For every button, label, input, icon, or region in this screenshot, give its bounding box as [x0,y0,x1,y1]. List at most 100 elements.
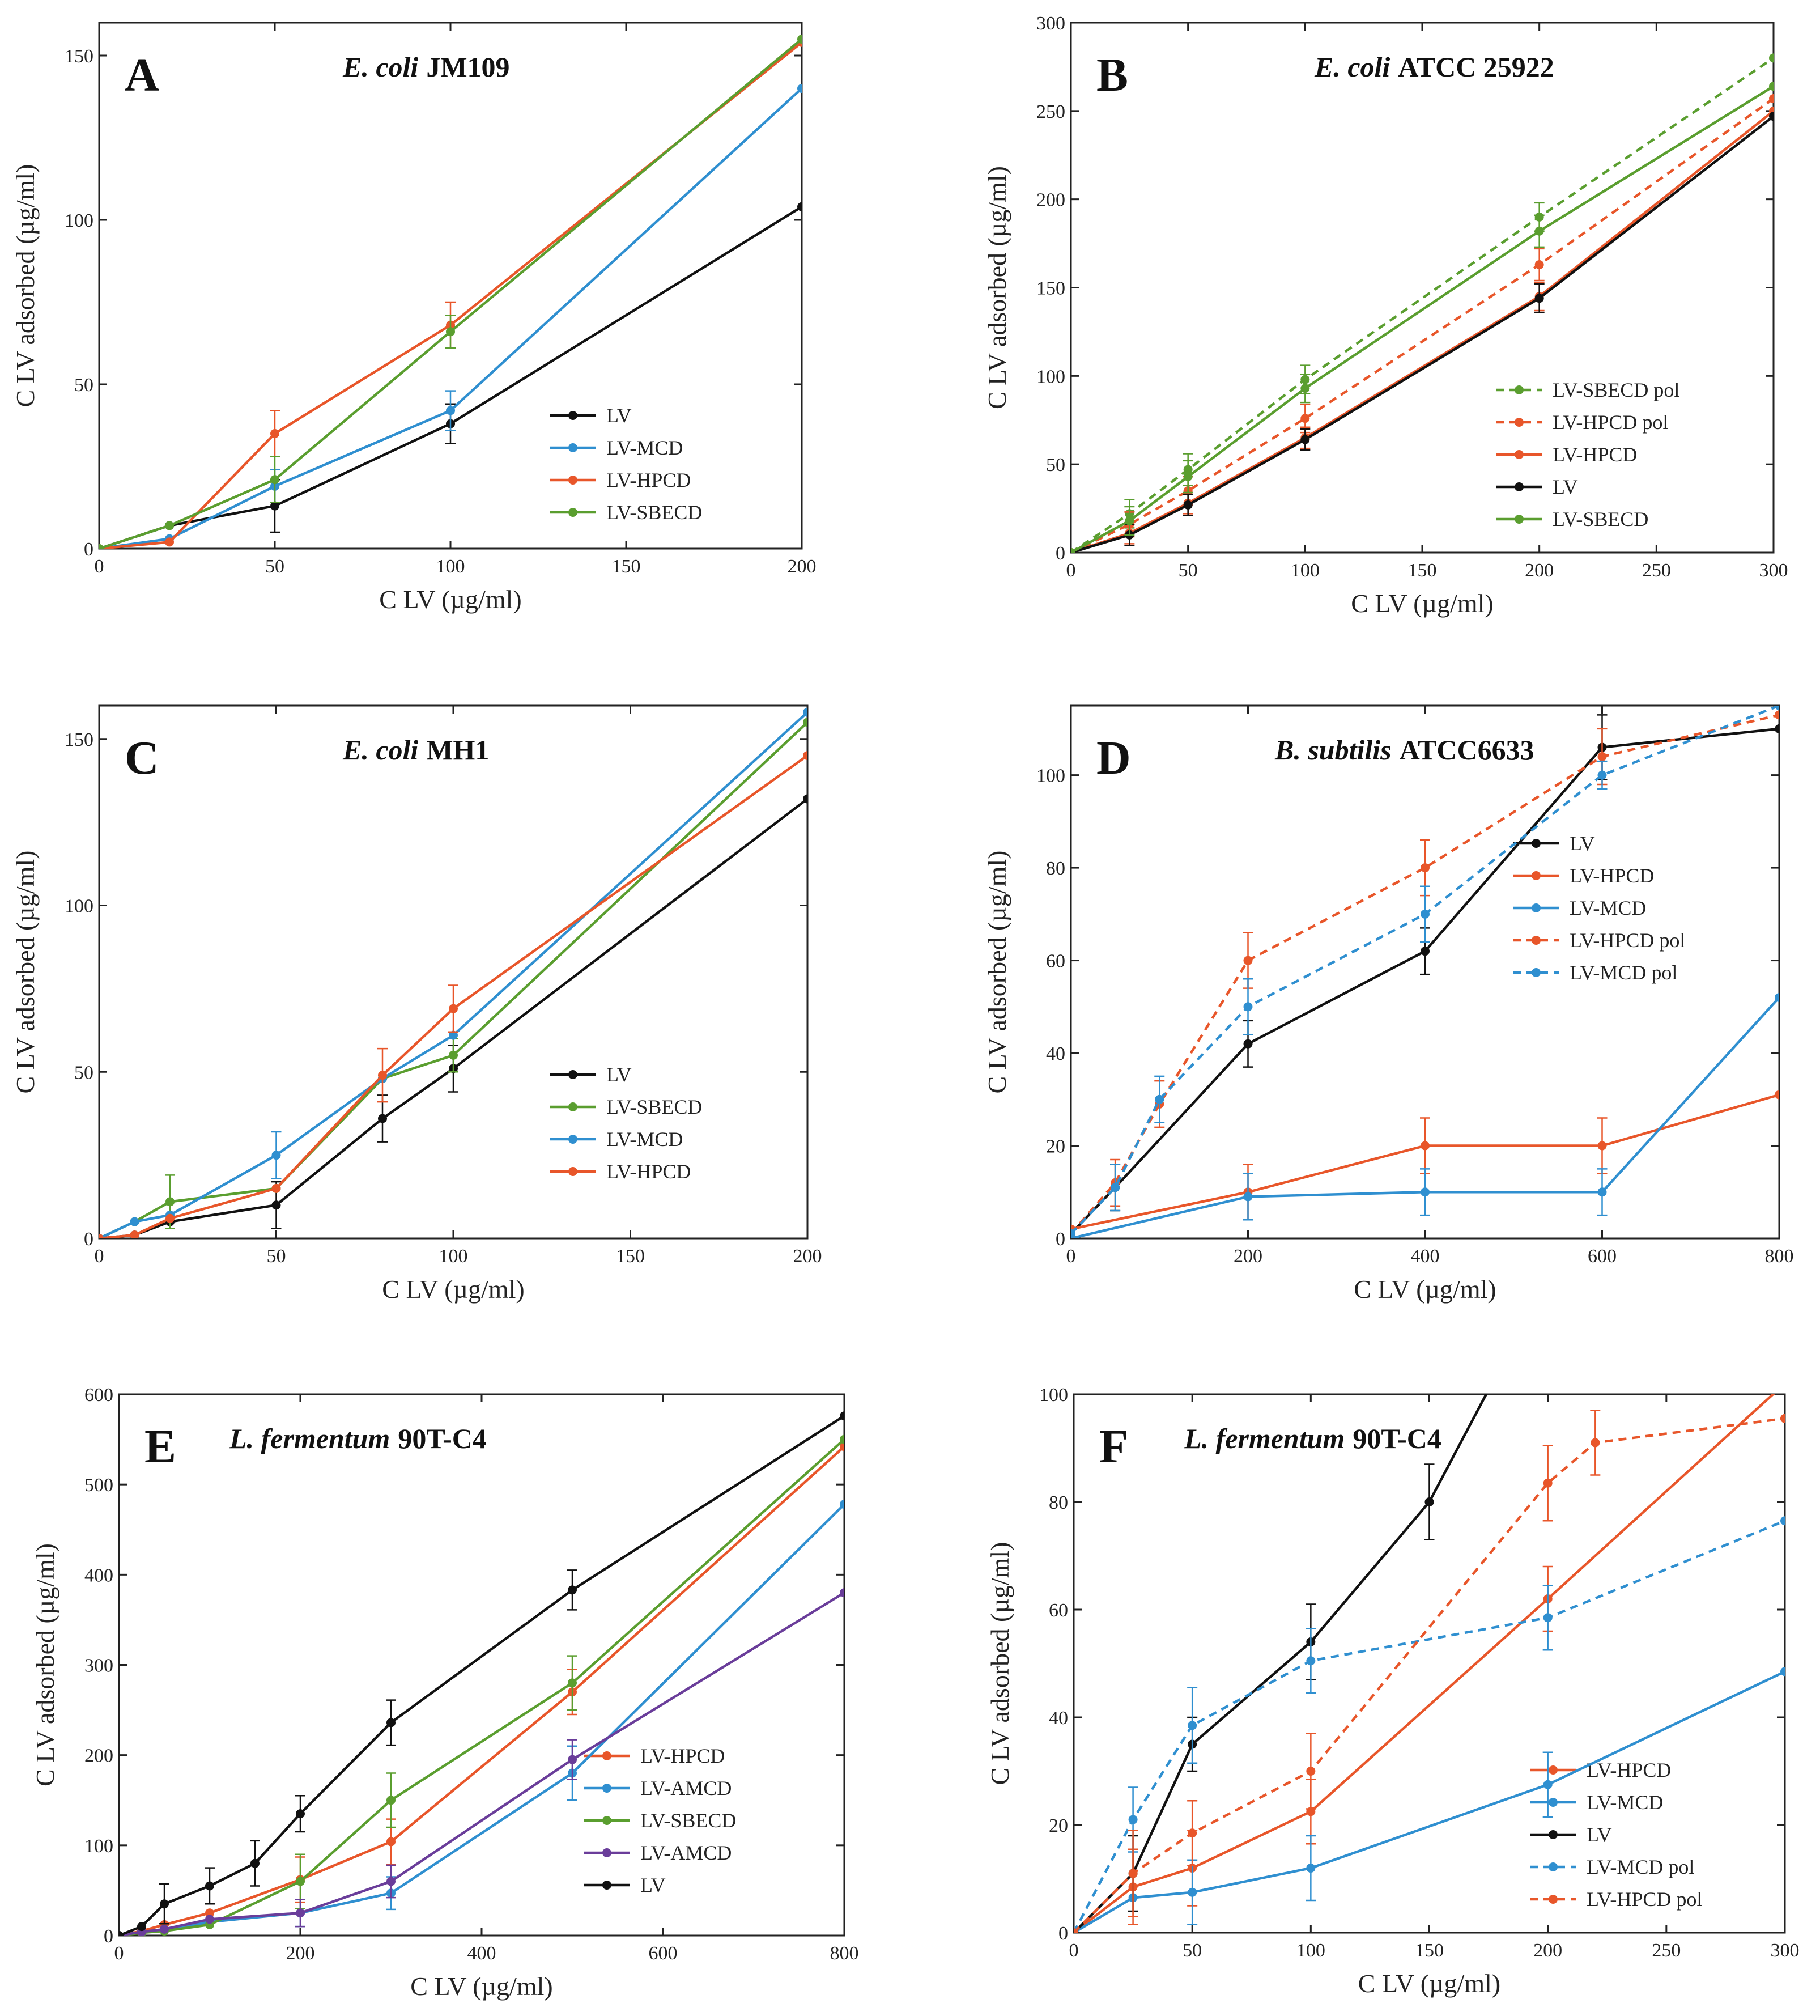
data-point [1775,992,1779,1002]
chart-panel-c: 0 50 100 150 200 0 50 100 150 C LV (µg/ml) C LV ad… [11,704,822,1304]
data-point [1421,947,1430,956]
series-lv-sbecd [99,35,802,549]
data-point [1591,1438,1600,1448]
legend-marker [568,1102,577,1111]
data-point [803,707,807,717]
x-tick-label: 250 [1652,1940,1681,1961]
data-point [1543,1478,1553,1488]
data-point [1597,1187,1607,1197]
data-point [296,1877,305,1886]
data-point [568,1755,577,1764]
series-line [1071,727,1779,1235]
series-line [119,1438,844,1936]
data-point [1769,112,1774,121]
data-point [840,1442,844,1451]
x-tick-label: 0 [1066,1246,1076,1267]
data-point [271,1183,281,1193]
x-tick-label: 150 [616,1246,645,1267]
title-species: L. fermentum [1184,1423,1345,1454]
x-tick-label: 200 [1533,1940,1562,1961]
x-axis-label: C LV (µg/ml) [379,585,521,614]
series-lv [1071,112,1774,553]
x-tick-label: 0 [95,556,104,577]
data-point [840,1500,844,1509]
data-point [568,1678,577,1688]
legend-marker [1532,936,1541,945]
legend-marker [1549,1830,1558,1839]
legend-label: LV-AMCD [640,1777,732,1799]
data-point [271,1200,281,1210]
data-point [1597,752,1607,761]
legend-marker [1532,871,1541,880]
y-axis-label: C LV adsorbed (µg/ml) [983,166,1011,409]
legend-label: LV-HPCD [1553,443,1637,466]
data-point [1543,1780,1553,1789]
legend-label: LV-SBECD pol [1553,379,1679,401]
data-point [270,501,279,511]
series-lv [119,1411,844,1936]
data-point [1300,384,1310,393]
title-strain: 90T-C4 [1353,1423,1441,1454]
data-point [1543,1613,1553,1623]
y-tick-label: 100 [1036,766,1065,787]
x-axis-label: C LV (µg/ml) [382,1275,524,1304]
title-strain: ATCC6633 [1400,734,1534,766]
x-tick-label: 50 [1179,560,1198,581]
data-point [840,1588,844,1598]
y-tick-label: 50 [74,1062,93,1083]
panel-title: L. fermentum 90T-C4 [1184,1423,1441,1454]
legend-label: LV-HPCD pol [1553,411,1668,434]
x-tick-label: 800 [1765,1246,1794,1267]
y-tick-label: 600 [84,1385,113,1406]
title-species: B. subtilis [1274,734,1392,766]
data-point [99,1234,104,1238]
x-tick-label: 0 [114,1943,124,1964]
x-tick-label: 150 [1408,560,1437,581]
data-point [1188,1828,1197,1838]
legend-label: LV-MCD [606,436,683,459]
data-point [449,1050,458,1060]
series-lv-mcd [99,707,807,1238]
x-tick-label: 400 [1411,1246,1440,1267]
series-line [1074,1520,1785,1933]
data-point [165,1197,175,1207]
y-tick-label: 60 [1046,951,1065,972]
legend-marker [568,476,577,485]
data-point [1306,1864,1316,1873]
data-point [137,1922,146,1932]
x-tick-label: 50 [265,556,284,577]
data-point [270,429,279,438]
x-tick-label: 800 [830,1943,859,1964]
legend-marker [568,1070,577,1079]
series-line [99,41,802,549]
legend-marker [568,508,577,517]
series-lv-mcd [1071,992,1779,1238]
data-point [296,1908,305,1918]
panel-letter: F [1099,1420,1128,1473]
legend-label: LV [1553,476,1578,498]
legend-marker [602,1881,611,1890]
data-point [160,1924,169,1934]
series-lv-sbecd-pol [1071,53,1774,553]
legend-label: LV [1587,1823,1612,1846]
legend-label: LV-MCD [1570,897,1646,919]
title-species: E. coli [342,51,418,83]
panel-title: L. fermentum 90T-C4 [229,1423,487,1454]
data-point [130,1217,139,1226]
legend-label: LV-SBECD [1553,508,1648,530]
y-tick-label: 400 [84,1565,113,1586]
data-point [803,718,807,727]
chart-panel-e: 0 200 400 600 800 0 100 200 300 400 500 600 C LV (µg… [31,1385,859,2001]
plot-frame [118,1393,845,1937]
x-tick-label: 100 [439,1246,468,1267]
legend-marker [1532,968,1541,977]
y-axis-label: C LV adsorbed (µg/ml) [985,1542,1014,1785]
legend-marker [1515,450,1524,459]
series-lv-sbecd [99,718,807,1238]
panel-letter: C [125,732,159,784]
data-point [568,1585,577,1595]
data-point [1306,1767,1316,1776]
legend-label: LV-HPCD [1570,864,1654,887]
title-strain: MH1 [426,734,489,766]
x-tick-label: 200 [1234,1246,1262,1267]
